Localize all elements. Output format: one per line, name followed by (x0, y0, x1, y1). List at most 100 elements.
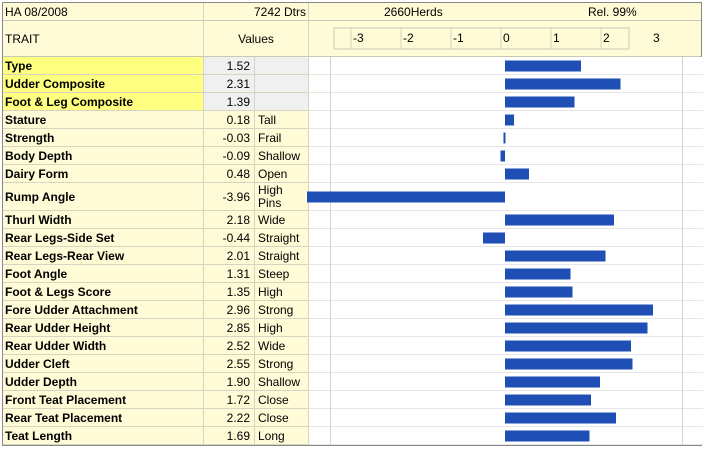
axis-tick-label: 3 (653, 31, 660, 45)
bar (505, 412, 616, 424)
trait-value: 1.69 (203, 427, 254, 445)
chart-row-cell (308, 319, 330, 337)
chart-row-cell (308, 409, 330, 427)
axis-tick-strip (333, 27, 630, 50)
chart-row-cell (308, 391, 330, 409)
trait-descriptor: Frail (254, 129, 308, 147)
chart-row-cell (682, 183, 703, 211)
trait-descriptor: Straight (254, 229, 308, 247)
trait-descriptor (254, 57, 308, 75)
chart-row-cell (308, 337, 330, 355)
chart-row-cell (330, 229, 682, 247)
bar (505, 376, 600, 388)
chart-row-cell (330, 147, 682, 165)
bar (505, 340, 631, 352)
bar (505, 430, 590, 442)
chart-row-cell (308, 373, 330, 391)
trait-name: Rump Angle (3, 183, 203, 211)
trait-value: 1.52 (203, 57, 254, 75)
trait-descriptor: Steep (254, 265, 308, 283)
trait-name: Foot & Leg Composite (3, 93, 203, 111)
bar (505, 286, 573, 298)
trait-descriptor: Open (254, 165, 308, 183)
chart-row-cell (308, 247, 330, 265)
axis-tick-label: 1 (553, 31, 560, 45)
trait-name: Rear Legs-Rear View (3, 247, 203, 265)
trait-value: 1.39 (203, 93, 254, 111)
trait-descriptor (254, 75, 308, 93)
bar (307, 191, 505, 203)
chart-row-cell (308, 129, 330, 147)
chart-row-cell (682, 93, 703, 111)
header-values: Values (203, 21, 308, 57)
chart-row-cell (682, 337, 703, 355)
trait-name: Foot & Legs Score (3, 283, 203, 301)
trait-descriptor: Tall (254, 111, 308, 129)
bar (505, 268, 571, 280)
chart-row-cell (682, 355, 703, 373)
trait-descriptor: Close (254, 409, 308, 427)
chart-row-cell (330, 129, 682, 147)
trait-name: Stature (3, 111, 203, 129)
trait-name: Teat Length (3, 427, 203, 445)
trait-descriptor: Strong (254, 355, 308, 373)
trait-descriptor: High (254, 283, 308, 301)
chart-axis: -3 -2 -1 0 1 2 3 (333, 27, 660, 50)
chart-row-cell (682, 265, 703, 283)
bar (505, 168, 529, 180)
header-herds: 2660Herds (308, 3, 488, 21)
chart-row-cell (682, 229, 703, 247)
trait-name: Udder Cleft (3, 355, 203, 373)
chart-row-cell (682, 301, 703, 319)
trait-name: Dairy Form (3, 165, 203, 183)
bar (505, 358, 633, 370)
chart-row-cell (682, 111, 703, 129)
trait-descriptor: Shallow (254, 373, 308, 391)
trait-descriptor: High (254, 319, 308, 337)
chart-row-cell (682, 147, 703, 165)
trait-value: 2.85 (203, 319, 254, 337)
chart-row-cell (682, 165, 703, 183)
chart-row-cell (682, 373, 703, 391)
chart-row-cell (308, 355, 330, 373)
trait-descriptor: Wide (254, 337, 308, 355)
trait-descriptor (254, 93, 308, 111)
trait-value: -3.96 (203, 183, 254, 211)
trait-descriptor: Close (254, 391, 308, 409)
axis-tick-label: -3 (353, 31, 364, 45)
chart-row-cell (308, 75, 330, 93)
header-trait: TRAIT (3, 21, 203, 57)
trait-descriptor: Straight (254, 247, 308, 265)
chart-row-cell (308, 165, 330, 183)
header-rel: Rel. 99% (488, 3, 701, 21)
axis-tick-label: -1 (453, 31, 464, 45)
chart-row-cell (308, 147, 330, 165)
trait-descriptor: Long (254, 427, 308, 445)
trait-name: Type (3, 57, 203, 75)
bar (505, 96, 575, 108)
chart-row-cell (682, 409, 703, 427)
trait-value: 2.96 (203, 301, 254, 319)
chart-row-cell (308, 211, 330, 229)
chart-row-cell (308, 265, 330, 283)
chart-row-cell (308, 111, 330, 129)
chart-row-cell (682, 247, 703, 265)
chart-row-cell (682, 57, 703, 75)
chart-row-cell (308, 301, 330, 319)
axis-tick-label: 2 (603, 31, 610, 45)
trait-name: Rear Legs-Side Set (3, 229, 203, 247)
trait-name: Thurl Width (3, 211, 203, 229)
trait-value: 2.31 (203, 75, 254, 93)
trait-descriptor: Shallow (254, 147, 308, 165)
bar (503, 132, 506, 144)
trait-descriptor: Strong (254, 301, 308, 319)
chart-row-cell (682, 283, 703, 301)
bar (505, 60, 581, 72)
trait-value: -0.09 (203, 147, 254, 165)
header-dtrs: 7242 Dtrs (203, 3, 308, 21)
trait-name: Rear Teat Placement (3, 409, 203, 427)
trait-name: Rear Udder Height (3, 319, 203, 337)
trait-name: Rear Udder Width (3, 337, 203, 355)
bar (505, 304, 653, 316)
